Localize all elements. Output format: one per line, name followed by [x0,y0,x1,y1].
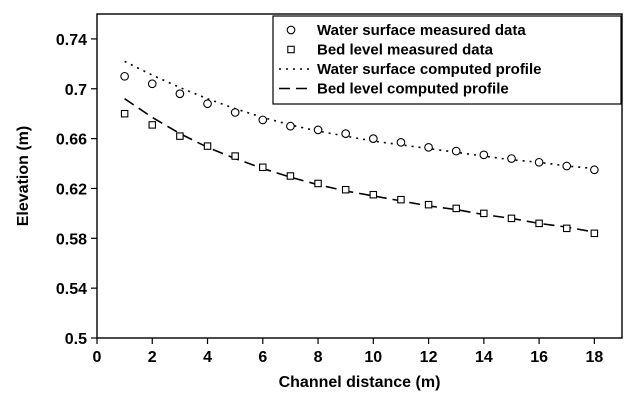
plot-border [96,13,623,339]
y-axis-title: Elevation (m) [15,126,32,226]
data-point-square [397,195,405,204]
data-point-square [452,204,460,213]
y-tick-label: 0.74 [56,32,87,49]
data-point-square [424,200,433,209]
series-water-surface-measured-data [120,71,599,175]
y-tick-label: 0.66 [56,132,87,149]
data-point-square [480,209,488,218]
data-point-square [507,214,516,223]
legend-label: Bed level measured data [317,42,494,59]
series-layer [120,60,599,238]
x-tick-label: 8 [314,349,323,366]
data-point-circle [120,71,129,81]
data-point-square [176,132,184,140]
data-point-circle [175,89,185,99]
data-point-square [203,142,212,150]
x-tick-label: 0 [93,349,102,366]
legend-box [272,15,622,105]
data-point-circle [313,125,323,135]
data-point-square [535,219,543,228]
legend-item: Bed level measured data [287,42,494,59]
y-tick-label: 0.7 [65,82,87,99]
data-point-square [286,172,295,180]
data-point-square [341,185,350,194]
legend-label: Water surface measured data [317,22,526,39]
x-tick-label: 18 [585,349,603,366]
x-tick-label: 2 [148,349,157,366]
legend: Water surface measured data Bed level mea… [272,15,622,105]
x-tick-label: 4 [203,349,212,366]
data-point-square [590,229,599,238]
plot-area [96,13,623,339]
data-point-circle [534,157,544,167]
data-point-circle [368,134,378,143]
x-tick-label: 16 [530,349,548,366]
legend-symbol-circle [286,25,296,35]
legend-item: Water surface computed profile [279,61,542,78]
y-axis: 0.5 0.54 0.58 0.62 0.66 0.7 0.74 [56,32,97,348]
y-tick-label: 0.62 [56,181,87,198]
data-point-circle [590,165,599,175]
data-point-circle [451,146,461,156]
legend-label: Water surface computed profile [317,61,542,78]
legend-symbol-square [287,45,295,54]
data-point-square [369,190,378,199]
data-point-circle [396,138,406,147]
series-bed-level-computed-profile [124,98,595,233]
data-point-square [562,224,571,233]
data-point-square [259,163,267,172]
y-tick-label: 0.5 [65,331,87,348]
data-point-circle [203,99,212,109]
data-point-circle [341,129,351,138]
data-point-circle [147,79,157,89]
data-point-circle [424,142,433,152]
data-point-square [148,121,157,129]
series-line [124,98,595,233]
data-point-circle [230,108,240,117]
x-tick-label: 14 [475,349,493,366]
data-point-square [314,179,322,188]
x-axis: 0 2 4 6 8 10 12 14 16 18 [93,338,603,366]
data-point-square [120,109,129,118]
y-tick-label: 0.58 [56,231,87,248]
x-tick-label: 12 [420,349,438,366]
legend-item: Bed level computed profile [279,81,509,98]
x-tick-label: 6 [258,349,267,366]
y-tick-label: 0.54 [56,281,87,298]
data-point-circle [286,121,295,131]
data-point-circle [507,154,516,163]
series-bed-level-measured-data [120,109,599,238]
x-tick-label: 10 [364,349,382,366]
x-axis-title: Channel distance (m) [279,374,441,391]
series-line [124,60,595,170]
data-point-circle [258,115,268,125]
data-point-circle [479,150,489,160]
series-water-surface-computed-profile [124,60,595,170]
data-point-circle [562,161,572,171]
legend-label: Bed level computed profile [317,81,509,98]
legend-item: Water surface measured data [286,22,526,39]
data-point-square [231,152,239,160]
